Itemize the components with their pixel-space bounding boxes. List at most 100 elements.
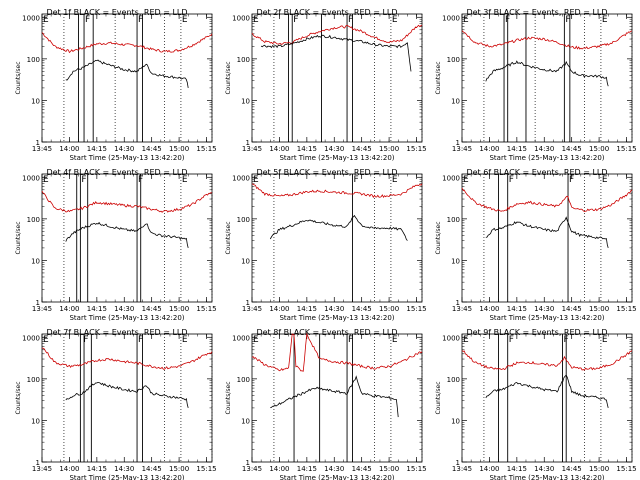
- x-tick-label: 14:45: [562, 305, 582, 313]
- y-tick-label: 10: [31, 97, 40, 105]
- x-tick-label: 14:30: [534, 305, 554, 313]
- plot-frame: [41, 333, 213, 463]
- y-tick-label: 10: [451, 257, 460, 265]
- x-tick-label: 13:45: [242, 305, 262, 313]
- series-line-lld: [41, 32, 213, 54]
- x-tick-label: 14:15: [297, 465, 317, 473]
- x-tick-label: 15:15: [196, 145, 216, 153]
- series-line-events: [270, 375, 399, 418]
- y-tick-label: 1: [246, 139, 250, 147]
- y-tick-label: 1: [246, 459, 250, 467]
- plot-frame: [251, 333, 423, 463]
- x-tick-label: 15:00: [169, 145, 189, 153]
- x-tick-label: 13:45: [452, 145, 472, 153]
- series-line-lld: [251, 183, 423, 199]
- series-line-events: [485, 216, 609, 249]
- y-tick-label: 1000: [232, 14, 250, 22]
- y-tick-label: 10: [451, 417, 460, 425]
- x-tick-label: 14:30: [534, 465, 554, 473]
- interval-marker-f: F: [569, 175, 574, 185]
- x-tick-label: 14:45: [352, 465, 372, 473]
- x-tick-label: 13:45: [452, 465, 472, 473]
- series-line-lld: [461, 350, 633, 371]
- x-tick-label: 15:00: [379, 145, 399, 153]
- y-tick-label: 10: [241, 257, 250, 265]
- interval-marker-e: E: [182, 335, 188, 345]
- x-tick-label: 14:15: [507, 305, 527, 313]
- chart-title: Det 4f BLACK = Events, RED = LLD: [46, 168, 187, 177]
- x-tick-label: 14:45: [562, 145, 582, 153]
- x-tick-label: 14:15: [507, 145, 527, 153]
- x-tick-label: 15:00: [589, 465, 609, 473]
- y-tick-label: 10: [241, 417, 250, 425]
- interval-marker-e: E: [253, 15, 259, 25]
- x-tick-label: 15:15: [196, 305, 216, 313]
- x-tick-label: 14:00: [269, 305, 289, 313]
- x-tick-label: 15:15: [406, 465, 426, 473]
- x-tick-label: 14:00: [59, 305, 79, 313]
- x-tick-label: 13:45: [32, 465, 52, 473]
- y-axis-label: Counts/sec: [435, 381, 442, 414]
- y-tick-label: 100: [27, 216, 40, 224]
- x-tick-label: 14:15: [87, 305, 107, 313]
- x-tick-label: 14:30: [324, 465, 344, 473]
- series-line-lld: [251, 24, 423, 46]
- x-tick-label: 13:45: [32, 145, 52, 153]
- series-line-events: [65, 221, 189, 248]
- y-tick-label: 100: [27, 376, 40, 384]
- interval-marker-f: F: [505, 15, 510, 25]
- x-tick-label: 14:30: [324, 305, 344, 313]
- y-tick-label: 10: [241, 97, 250, 105]
- x-tick-label: 15:00: [589, 145, 609, 153]
- x-tick-label: 15:00: [169, 465, 189, 473]
- x-tick-label: 14:45: [562, 465, 582, 473]
- series-line-events: [65, 381, 189, 409]
- y-tick-label: 1: [456, 139, 460, 147]
- interval-marker-e: E: [253, 335, 259, 345]
- y-tick-label: 10: [451, 97, 460, 105]
- interval-marker-f: F: [85, 15, 90, 25]
- y-axis-label: Counts/sec: [225, 381, 232, 414]
- interval-marker-e: E: [392, 15, 398, 25]
- y-tick-label: 1: [456, 299, 460, 307]
- series-line-lld: [41, 347, 213, 370]
- y-tick-label: 1000: [442, 174, 460, 182]
- interval-marker-e: E: [182, 15, 188, 25]
- x-tick-label: 14:00: [59, 465, 79, 473]
- x-tick-label: 15:15: [616, 305, 636, 313]
- interval-marker-e: E: [602, 15, 608, 25]
- x-tick-label: 14:45: [352, 305, 372, 313]
- y-tick-label: 1000: [232, 174, 250, 182]
- y-tick-label: 100: [237, 376, 250, 384]
- interval-marker-f: F: [348, 15, 353, 25]
- x-axis-label: Start Time (25-May-13 13:42:20): [69, 314, 184, 322]
- y-tick-label: 1: [36, 139, 40, 147]
- interval-marker-e: E: [253, 175, 259, 185]
- x-tick-label: 14:45: [142, 465, 162, 473]
- interval-marker-e: E: [463, 175, 469, 185]
- y-tick-label: 1000: [22, 334, 40, 342]
- interval-marker-e: E: [463, 15, 469, 25]
- y-axis-label: Counts/sec: [435, 221, 442, 254]
- x-tick-label: 15:00: [379, 305, 399, 313]
- x-tick-label: 14:45: [352, 145, 372, 153]
- plot-frame: [461, 333, 633, 463]
- interval-marker-f: F: [348, 335, 353, 345]
- x-tick-label: 14:15: [297, 305, 317, 313]
- chart-panel-1: Det 1f BLACK = Events, RED = LLD 1 10 100 10…: [15, 8, 217, 162]
- interval-marker-f: F: [354, 175, 359, 185]
- y-tick-label: 1000: [442, 334, 460, 342]
- x-tick-label: 15:15: [406, 305, 426, 313]
- y-tick-label: 1000: [22, 14, 40, 22]
- x-tick-label: 15:15: [406, 145, 426, 153]
- x-tick-label: 15:00: [169, 305, 189, 313]
- interval-marker-f: F: [293, 15, 298, 25]
- y-tick-label: 1000: [442, 14, 460, 22]
- x-tick-label: 14:30: [324, 145, 344, 153]
- x-axis-label: Start Time (25-May-13 13:42:20): [279, 314, 394, 322]
- interval-marker-e: E: [43, 335, 49, 345]
- x-tick-label: 13:45: [32, 305, 52, 313]
- interval-marker-f: F: [83, 335, 88, 345]
- y-axis-label: Counts/sec: [225, 221, 232, 254]
